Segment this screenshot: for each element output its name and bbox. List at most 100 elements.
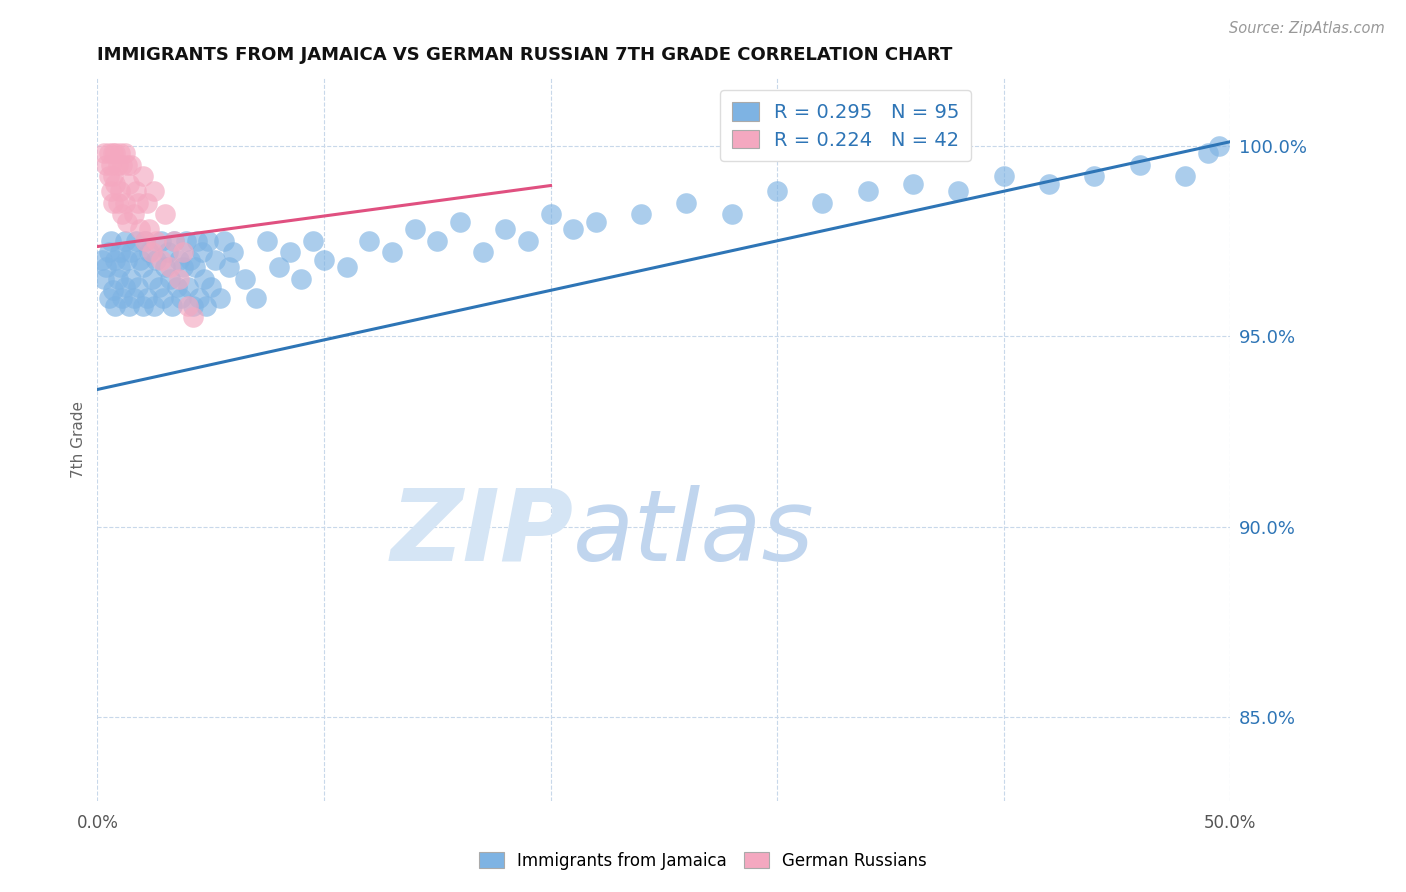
- Point: [155, 207, 177, 221]
- Point: [190, 245, 212, 260]
- Point: [96, 157, 118, 171]
- Point: [1038, 177, 1060, 191]
- Point: [103, 284, 125, 298]
- Legend: R = 0.295   N = 95, R = 0.224   N = 42: R = 0.295 N = 95, R = 0.224 N = 42: [720, 90, 972, 161]
- Point: [163, 234, 186, 248]
- Point: [97, 146, 120, 161]
- Point: [177, 279, 200, 293]
- Point: [115, 215, 138, 229]
- Point: [134, 234, 156, 248]
- Point: [167, 272, 190, 286]
- Legend: Immigrants from Jamaica, German Russians: Immigrants from Jamaica, German Russians: [472, 846, 934, 877]
- Point: [136, 195, 159, 210]
- Point: [103, 195, 125, 210]
- Point: [100, 157, 122, 171]
- Point: [163, 234, 186, 248]
- Point: [359, 234, 381, 248]
- Point: [145, 234, 167, 248]
- Point: [97, 169, 120, 183]
- Point: [948, 184, 970, 198]
- Point: [97, 291, 120, 305]
- Point: [562, 222, 585, 236]
- Point: [156, 245, 179, 260]
- Point: [471, 245, 494, 260]
- Point: [630, 207, 652, 221]
- Point: [93, 272, 115, 286]
- Point: [131, 169, 153, 183]
- Point: [218, 260, 240, 275]
- Point: [160, 299, 183, 313]
- Point: [278, 245, 301, 260]
- Point: [104, 299, 127, 313]
- Point: [301, 234, 323, 248]
- Point: [107, 195, 129, 210]
- Text: Source: ZipAtlas.com: Source: ZipAtlas.com: [1229, 21, 1385, 36]
- Point: [122, 207, 145, 221]
- Point: [108, 184, 131, 198]
- Point: [108, 260, 131, 275]
- Point: [1083, 169, 1105, 183]
- Point: [208, 291, 231, 305]
- Point: [195, 299, 218, 313]
- Point: [766, 184, 789, 198]
- Point: [188, 291, 211, 305]
- Point: [177, 299, 200, 313]
- Point: [222, 245, 245, 260]
- Point: [103, 169, 125, 183]
- Point: [141, 272, 163, 286]
- Point: [114, 234, 136, 248]
- Point: [125, 184, 148, 198]
- Point: [186, 234, 208, 248]
- Point: [159, 260, 181, 275]
- Point: [108, 245, 131, 260]
- Point: [166, 279, 188, 293]
- Point: [172, 260, 194, 275]
- Point: [856, 184, 879, 198]
- Point: [155, 260, 177, 275]
- Point: [811, 195, 834, 210]
- Point: [134, 234, 156, 248]
- Point: [336, 260, 359, 275]
- Point: [104, 252, 127, 267]
- Point: [143, 184, 166, 198]
- Point: [516, 234, 538, 248]
- Text: atlas: atlas: [574, 484, 815, 582]
- Point: [901, 177, 924, 191]
- Point: [181, 299, 204, 313]
- Point: [181, 310, 204, 324]
- Point: [159, 272, 181, 286]
- Point: [143, 299, 166, 313]
- Point: [120, 157, 142, 171]
- Point: [1208, 138, 1230, 153]
- Point: [245, 291, 267, 305]
- Point: [115, 252, 138, 267]
- Point: [122, 291, 145, 305]
- Point: [200, 279, 222, 293]
- Point: [179, 252, 201, 267]
- Point: [204, 252, 226, 267]
- Point: [129, 252, 152, 267]
- Point: [120, 272, 142, 286]
- Point: [111, 291, 134, 305]
- Point: [585, 215, 607, 229]
- Point: [1129, 157, 1152, 171]
- Point: [720, 207, 742, 221]
- Text: ZIP: ZIP: [391, 484, 574, 582]
- Point: [115, 157, 138, 171]
- Point: [540, 207, 562, 221]
- Point: [125, 234, 148, 248]
- Point: [267, 260, 290, 275]
- Point: [131, 260, 153, 275]
- Point: [104, 177, 127, 191]
- Point: [107, 272, 129, 286]
- Point: [104, 146, 127, 161]
- Y-axis label: 7th Grade: 7th Grade: [72, 401, 86, 477]
- Point: [212, 234, 235, 248]
- Point: [993, 169, 1015, 183]
- Point: [107, 157, 129, 171]
- Point: [145, 252, 167, 267]
- Point: [114, 195, 136, 210]
- Point: [136, 291, 159, 305]
- Point: [170, 291, 193, 305]
- Point: [97, 245, 120, 260]
